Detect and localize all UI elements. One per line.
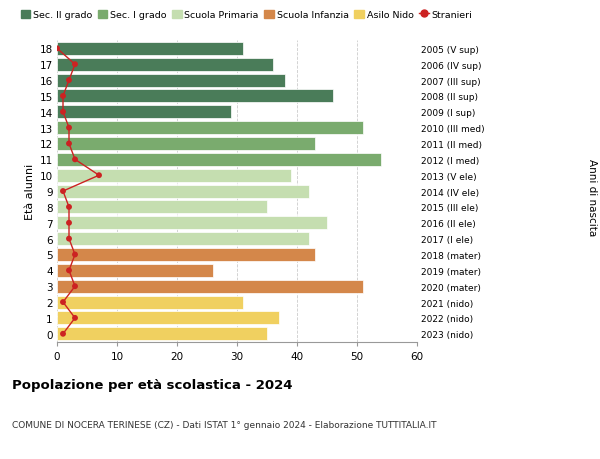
Point	[58, 93, 68, 101]
Point	[64, 204, 74, 211]
Point	[64, 219, 74, 227]
Bar	[57, 169, 291, 182]
Point	[94, 172, 104, 179]
Point	[64, 267, 74, 274]
Legend: Sec. II grado, Sec. I grado, Scuola Primaria, Scuola Infanzia, Asilo Nido, Stran: Sec. II grado, Sec. I grado, Scuola Prim…	[17, 7, 476, 24]
Bar	[57, 233, 309, 246]
Bar	[57, 312, 279, 325]
Point	[58, 299, 68, 306]
Bar	[57, 280, 363, 293]
Text: Popolazione per età scolastica - 2024: Popolazione per età scolastica - 2024	[12, 379, 293, 392]
Point	[58, 109, 68, 116]
Y-axis label: Età alunni: Età alunni	[25, 163, 35, 220]
Bar	[57, 264, 213, 277]
Point	[70, 62, 80, 69]
Bar	[57, 90, 333, 103]
Bar	[57, 106, 231, 119]
Point	[58, 188, 68, 196]
Point	[64, 77, 74, 84]
Point	[64, 235, 74, 243]
Point	[52, 45, 62, 53]
Bar	[57, 248, 315, 262]
Point	[70, 314, 80, 322]
Point	[64, 125, 74, 132]
Point	[70, 157, 80, 164]
Bar	[57, 328, 267, 341]
Bar	[57, 43, 243, 56]
Bar	[57, 59, 273, 72]
Bar	[57, 122, 363, 135]
Point	[64, 140, 74, 148]
Bar	[57, 185, 309, 198]
Text: COMUNE DI NOCERA TERINESE (CZ) - Dati ISTAT 1° gennaio 2024 - Elaborazione TUTTI: COMUNE DI NOCERA TERINESE (CZ) - Dati IS…	[12, 420, 437, 429]
Bar	[57, 296, 243, 309]
Bar	[57, 153, 381, 167]
Bar	[57, 74, 285, 87]
Bar	[57, 201, 267, 214]
Bar	[57, 217, 327, 230]
Bar	[57, 138, 315, 151]
Point	[58, 330, 68, 338]
Point	[70, 251, 80, 258]
Point	[70, 283, 80, 290]
Text: Anni di nascita: Anni di nascita	[587, 159, 597, 236]
